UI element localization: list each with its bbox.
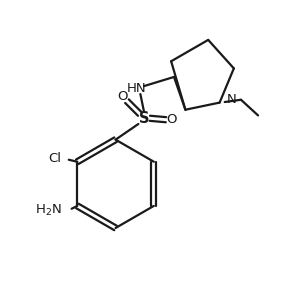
Text: Cl: Cl [49,152,62,165]
Text: O: O [166,113,176,126]
Text: HN: HN [127,82,147,95]
Text: O: O [118,90,128,103]
Text: S: S [139,111,149,126]
Text: H$_2$N: H$_2$N [35,203,62,218]
Text: N: N [227,93,237,106]
